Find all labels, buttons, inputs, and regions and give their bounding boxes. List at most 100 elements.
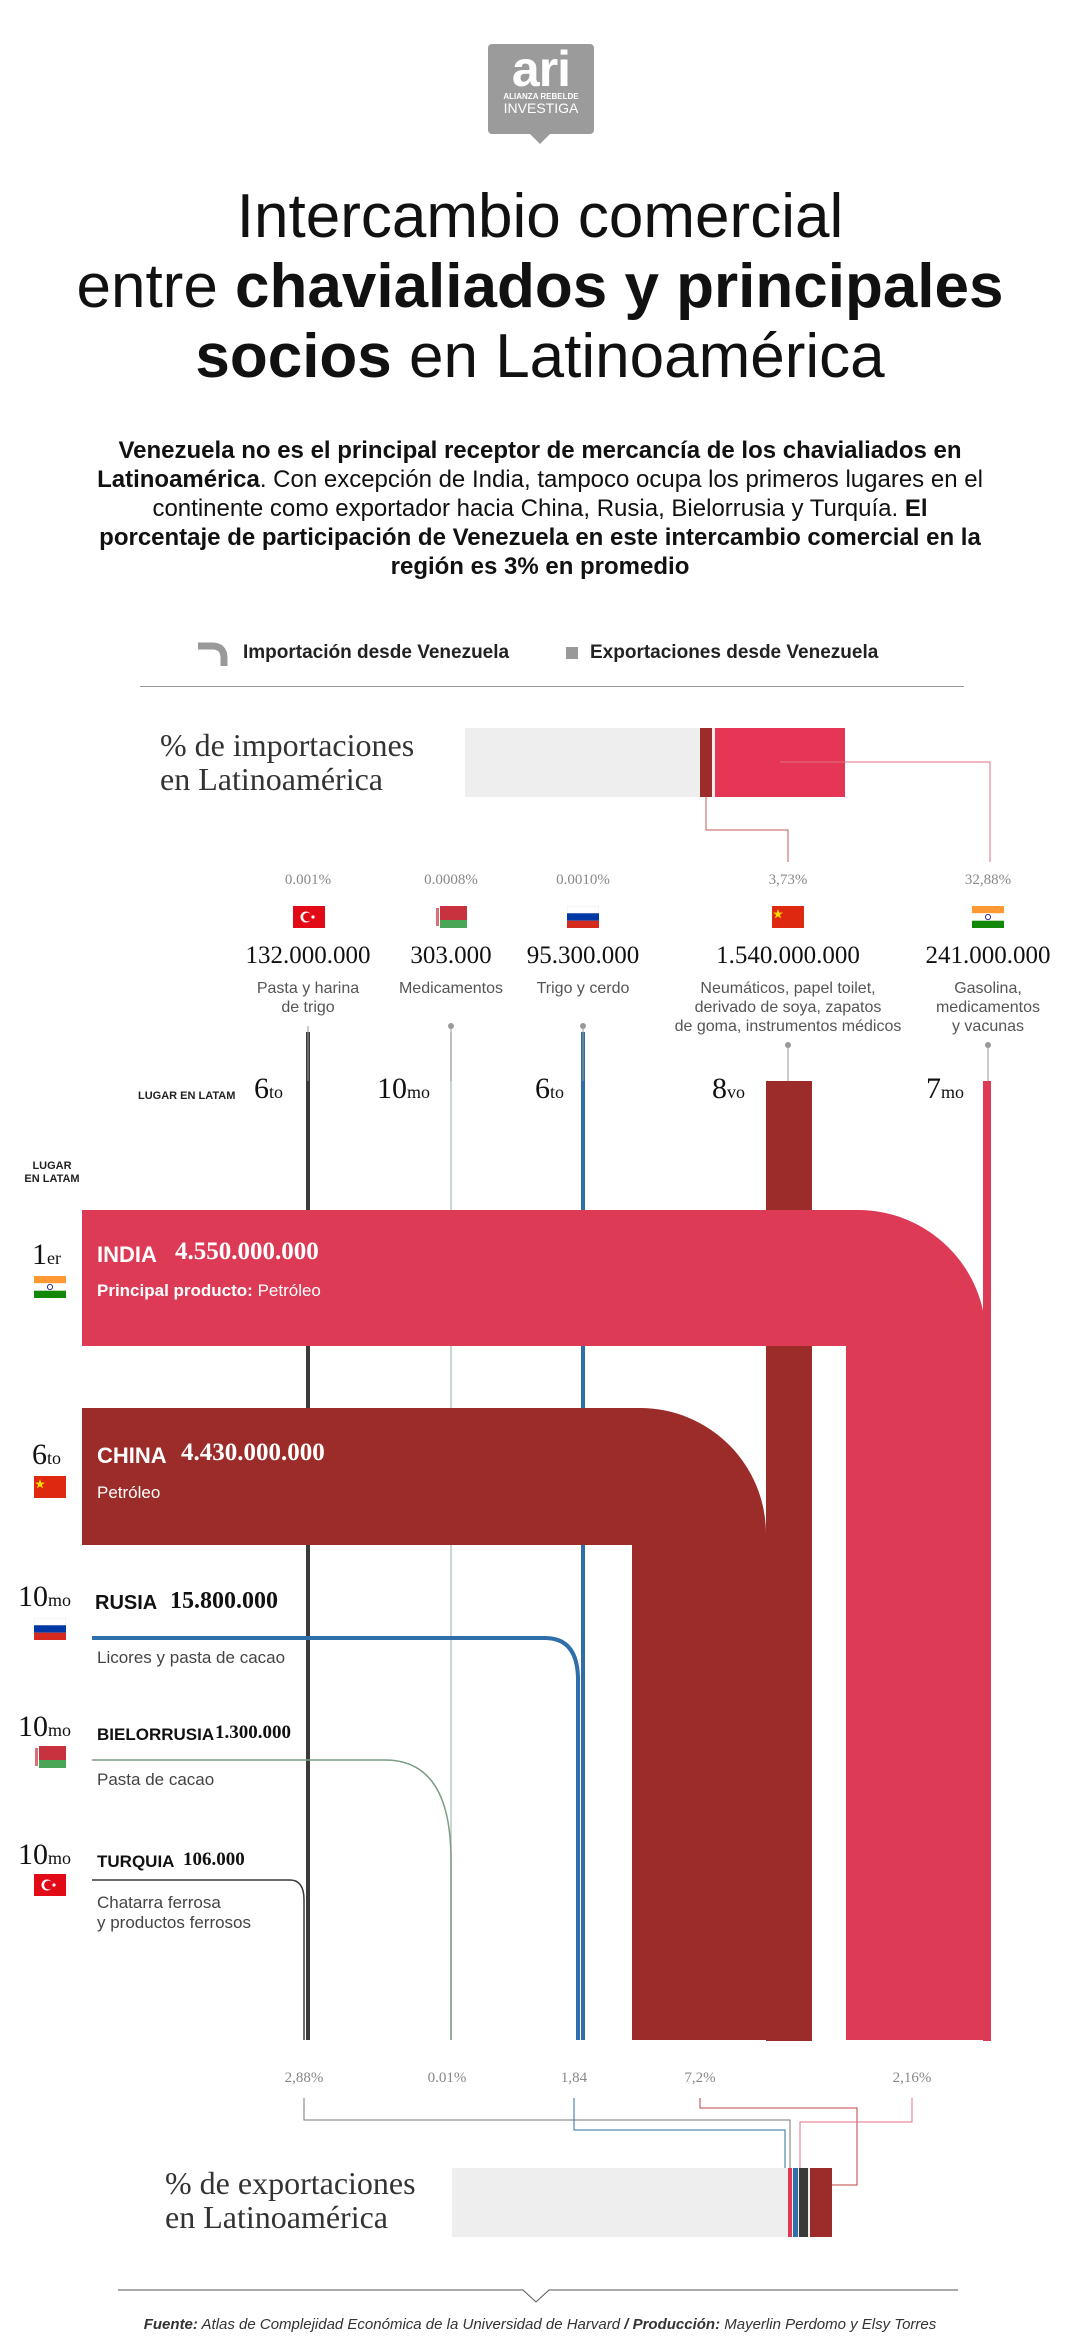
flow-bielorrusia (92, 1759, 452, 2040)
row-amount-turquia: 106.000 (183, 1849, 245, 1870)
rank-row-india-suffix: er (47, 1248, 61, 1268)
row-country-china: CHINA (97, 1443, 167, 1468)
col-amount-bielorrusia: 303.000 (410, 942, 492, 969)
rank-top-bielorrusia-num: 10 (377, 1072, 407, 1105)
logo-mark: ari (511, 41, 571, 97)
rank-top-india-num: 7 (926, 1072, 941, 1105)
col-product-india-line2: medicamentos (935, 999, 1041, 1016)
china-flag-icon (34, 1476, 66, 1498)
import-connector-india (780, 761, 991, 862)
stem-india (983, 1081, 991, 2041)
rank-row-bielorrusia-suffix: mo (48, 1720, 72, 1740)
divider (140, 686, 964, 687)
col-amount-rusia: 95.300.000 (526, 942, 640, 969)
col-amount-turquia: 132.000.000 (245, 942, 371, 969)
legend: Importación desde Venezuela Exportacione… (0, 640, 1080, 670)
export-bar-rusia (793, 2168, 798, 2237)
rank-row-china-num: 6 (32, 1438, 47, 1471)
rank-row-india: 1er (32, 1238, 61, 1272)
col-pct-bielorrusia: 0.0008% (424, 872, 478, 888)
col-pct-turquia: 0.001% (284, 872, 332, 888)
rank-header-left-line1: LUGAR (32, 1160, 72, 1172)
export-bar-background (452, 2168, 832, 2237)
export-bar-turquia (799, 2168, 808, 2237)
col-pct-india: 32,88% (964, 872, 1012, 888)
rank-top-india-suffix: mo (941, 1082, 965, 1102)
rank-top-rusia: 6to (535, 1072, 564, 1106)
rank-top-rusia-num: 6 (535, 1072, 550, 1105)
row-product-bielorrusia: Pasta de cacao (97, 1770, 215, 1789)
title-line3b: en Latinoamérica (391, 322, 885, 391)
import-label-line1: % de importaciones (160, 727, 415, 763)
col-product-china-line2: derivado de soya, zapatos (694, 999, 882, 1016)
export-pct-india: 2,16% (892, 2070, 932, 2086)
row-product-value-india: Petróleo (252, 1281, 321, 1300)
belarus-flag-icon (34, 1746, 66, 1768)
intro-bold-1: Venezuela no es el principal receptor de… (97, 437, 962, 493)
rank-row-india-num: 1 (32, 1238, 47, 1271)
footer-production: Mayerlin Perdomo y Elsy Torres (720, 2316, 937, 2333)
col-amount-india: 241.000.000 (925, 942, 1051, 969)
title-line3a: socios (195, 322, 392, 391)
rank-top-turquia: 6to (254, 1072, 283, 1106)
rank-row-bielorrusia-num: 10 (18, 1710, 48, 1743)
row-country-turquia: TURQUIA (97, 1852, 175, 1871)
export-label-line2: en Latinoamérica (165, 2199, 388, 2235)
india-flag-icon (34, 1276, 66, 1298)
india-flag-icon (972, 906, 1004, 928)
row-product-rusia: Licores y pasta de cacao (97, 1648, 286, 1667)
col-amount-china: 1.540.000.000 (716, 942, 860, 969)
row-amount-india: 4.550.000.000 (175, 1238, 319, 1265)
rank-row-china: 6to (32, 1438, 61, 1472)
logo-line1: ALIANZA REBELDE (503, 92, 579, 101)
rank-top-china-suffix: vo (727, 1082, 745, 1102)
rank-row-rusia: 10mo (18, 1580, 71, 1614)
russia-flag-icon (34, 1618, 66, 1640)
rank-header-left-line2: EN LATAM (24, 1173, 80, 1185)
row-amount-bielorrusia: 1.300.000 (215, 1722, 291, 1743)
footer-production-label: / Producción: (624, 2316, 721, 2333)
page-title: Intercambio comercial entre chavialiados… (60, 182, 1020, 392)
footer-source-label: Fuente: (143, 2316, 198, 2333)
row-amount-china: 4.430.000.000 (181, 1439, 325, 1466)
flow-rusia (92, 1636, 580, 2040)
legend-export-label: Exportaciones desde Venezuela (590, 642, 879, 663)
col-product-india-line1: Gasolina, (954, 980, 1022, 997)
logo-line2: INVESTIGA (503, 100, 579, 116)
row-country-india: INDIA (97, 1242, 157, 1267)
rank-header-left: LUGAR EN LATAM (22, 1160, 82, 1186)
title-line2b: chavialiados y principales (235, 252, 1004, 321)
col-product-turquia: Pasta y harina de trigo (178, 979, 438, 1017)
flow-turquia (92, 1879, 305, 2040)
import-legend-icon (198, 642, 228, 666)
export-connector-india (799, 2098, 913, 2200)
row-product-india: Principal producto: Petróleo (97, 1281, 321, 1301)
import-label-line2: en Latinoamérica (160, 761, 383, 797)
col-product-turquia-line1: Pasta y harina (256, 980, 360, 997)
export-connector-rusia (573, 2098, 786, 2200)
title-line1: Intercambio comercial (236, 182, 844, 251)
flow-china (82, 1408, 766, 2040)
col-product-india-line3: y vacunas (951, 1018, 1025, 1035)
rank-header-top: LUGAR EN LATAM (138, 1090, 236, 1102)
title-line2a: entre (76, 252, 236, 321)
legend-import-label: Importación desde Venezuela (243, 642, 510, 663)
import-pct-label: % de importaciones en Latinoamérica (160, 728, 414, 796)
flow-india (82, 1210, 986, 2040)
rank-row-rusia-suffix: mo (48, 1590, 72, 1610)
rank-row-bielorrusia: 10mo (18, 1710, 71, 1744)
rank-top-china-num: 8 (712, 1072, 727, 1105)
export-bar-china (810, 2168, 832, 2237)
col-product-india: Gasolina, medicamentos y vacunas (858, 979, 1080, 1036)
col-product-china-line3: de goma, instrumentos médicos (674, 1018, 902, 1035)
rank-top-turquia-suffix: to (269, 1082, 284, 1102)
export-pct-china: 7,2% (684, 2070, 716, 2086)
col-product-turquia-line2: de trigo (281, 999, 335, 1016)
export-label-line1: % de exportaciones (165, 2165, 416, 2201)
import-connector-china (705, 797, 789, 862)
rank-row-turquia: 10mo (18, 1838, 71, 1872)
export-pct-label: % de exportaciones en Latinoamérica (165, 2166, 416, 2234)
footer-credits: Fuente: Atlas de Complejidad Económica d… (0, 2316, 1080, 2333)
import-bar-china (700, 728, 712, 797)
